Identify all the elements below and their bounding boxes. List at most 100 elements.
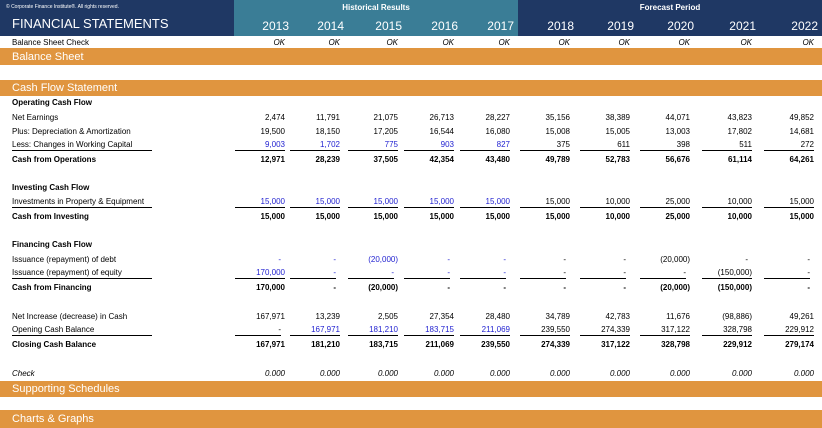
cell-value[interactable]: 15,000: [545, 211, 570, 221]
cell-value[interactable]: 239,550: [520, 324, 570, 336]
cell-value[interactable]: -: [563, 282, 566, 292]
cell-value[interactable]: 511: [702, 139, 752, 151]
cell-value[interactable]: (20,000): [660, 282, 690, 292]
cell-value[interactable]: 12,971: [260, 154, 285, 164]
cell-value[interactable]: 229,912: [723, 339, 752, 349]
cell-value[interactable]: 21,075: [373, 112, 398, 122]
cell-value[interactable]: 42,783: [605, 311, 630, 321]
cell-value[interactable]: 25,000: [640, 196, 690, 208]
cell-value[interactable]: 15,000: [348, 196, 398, 208]
cell-value[interactable]: 317,122: [601, 339, 630, 349]
cell-value[interactable]: 49,852: [789, 112, 814, 122]
cell-value[interactable]: 17,802: [727, 126, 752, 136]
cell-value[interactable]: 167,971: [290, 324, 340, 336]
cell-value[interactable]: 239,550: [481, 339, 510, 349]
cell-value[interactable]: -: [807, 254, 810, 264]
cell-value[interactable]: 211,069: [425, 339, 454, 349]
cell-value[interactable]: 15,000: [373, 211, 398, 221]
cell-value[interactable]: -: [278, 254, 281, 264]
cell-value[interactable]: 15,000: [429, 211, 454, 221]
cell-value[interactable]: -: [520, 267, 566, 279]
cell-value[interactable]: -: [447, 282, 450, 292]
cell-value[interactable]: 49,261: [789, 311, 814, 321]
cell-value[interactable]: 0.000: [609, 368, 630, 378]
cell-value[interactable]: 13,003: [665, 126, 690, 136]
cell-value[interactable]: 44,071: [665, 112, 690, 122]
cell-value[interactable]: -: [745, 254, 748, 264]
cell-value[interactable]: 15,000: [460, 196, 510, 208]
cell-value[interactable]: 0.000: [669, 368, 690, 378]
cell-value[interactable]: 15,000: [235, 196, 285, 208]
cell-value[interactable]: 15,000: [315, 211, 340, 221]
cell-value[interactable]: 183,715: [369, 339, 398, 349]
cell-value[interactable]: 11,676: [666, 311, 690, 321]
section-supporting-schedules[interactable]: Supporting Schedules: [0, 381, 822, 397]
cell-value[interactable]: 0.000: [549, 368, 570, 378]
cell-value[interactable]: -: [333, 254, 336, 264]
cell-value[interactable]: 28,480: [485, 311, 510, 321]
cell-value[interactable]: 272: [764, 139, 814, 151]
cell-value[interactable]: 27,354: [429, 311, 454, 321]
cell-value[interactable]: (20,000): [368, 282, 398, 292]
cell-value[interactable]: -: [447, 254, 450, 264]
cell-value[interactable]: -: [503, 254, 506, 264]
cell-value[interactable]: 13,239: [315, 311, 340, 321]
cell-value[interactable]: -: [404, 267, 450, 279]
cell-value[interactable]: 279,174: [785, 339, 814, 349]
cell-value[interactable]: 0.000: [377, 368, 398, 378]
cell-value[interactable]: 19,500: [260, 126, 285, 136]
cell-value[interactable]: 0.000: [433, 368, 454, 378]
cell-value[interactable]: -: [290, 267, 336, 279]
cell-value[interactable]: 0.000: [793, 368, 814, 378]
cell-value[interactable]: (150,000): [702, 267, 752, 279]
cell-value[interactable]: 611: [580, 139, 630, 151]
cell-value[interactable]: 1,702: [290, 139, 340, 151]
cell-value[interactable]: 0.000: [264, 368, 285, 378]
cell-value[interactable]: (150,000): [717, 282, 752, 292]
cell-value[interactable]: 170,000: [256, 282, 285, 292]
cell-value[interactable]: 37,505: [373, 154, 398, 164]
cell-value[interactable]: 26,713: [429, 112, 454, 122]
cell-value[interactable]: 827: [460, 139, 510, 151]
cell-value[interactable]: -: [333, 282, 336, 292]
cell-value[interactable]: 15,000: [764, 196, 814, 208]
cell-value[interactable]: 35,156: [545, 112, 570, 122]
cell-value[interactable]: -: [623, 254, 626, 264]
cell-value[interactable]: 16,080: [485, 126, 510, 136]
cell-value[interactable]: -: [807, 282, 810, 292]
cell-value[interactable]: (20,000): [660, 254, 690, 264]
cell-value[interactable]: 38,389: [605, 112, 630, 122]
cell-value[interactable]: 328,798: [702, 324, 752, 336]
cell-value[interactable]: 15,000: [520, 196, 570, 208]
cell-value[interactable]: 211,069: [460, 324, 510, 336]
cell-value[interactable]: 15,000: [485, 211, 510, 221]
cell-value[interactable]: 28,227: [485, 112, 510, 122]
cell-value[interactable]: 15,000: [404, 196, 454, 208]
cell-value[interactable]: 2,505: [377, 311, 398, 321]
cell-value[interactable]: -: [563, 254, 566, 264]
cell-value[interactable]: 11,791: [316, 112, 340, 122]
cell-value[interactable]: 328,798: [661, 339, 690, 349]
cell-value[interactable]: -: [460, 267, 506, 279]
cell-value[interactable]: 2,474: [264, 112, 285, 122]
cell-value[interactable]: 15,008: [545, 126, 570, 136]
cell-value[interactable]: -: [764, 267, 810, 279]
cell-value[interactable]: 15,000: [789, 211, 814, 221]
cell-value[interactable]: -: [623, 282, 626, 292]
cell-value[interactable]: 181,210: [311, 339, 340, 349]
cell-value[interactable]: 42,354: [429, 154, 454, 164]
section-charts-graphs[interactable]: Charts & Graphs: [0, 410, 822, 428]
cell-value[interactable]: 274,339: [541, 339, 570, 349]
cell-value[interactable]: 64,261: [789, 154, 814, 164]
cell-value[interactable]: -: [580, 267, 626, 279]
cell-value[interactable]: 34,789: [545, 311, 570, 321]
cell-value[interactable]: 183,715: [404, 324, 454, 336]
cell-value[interactable]: 274,339: [580, 324, 630, 336]
cell-value[interactable]: 775: [348, 139, 398, 151]
cell-value[interactable]: 16,544: [429, 126, 454, 136]
cell-value[interactable]: 43,823: [727, 112, 752, 122]
cell-value[interactable]: 0.000: [489, 368, 510, 378]
cell-value[interactable]: 0.000: [731, 368, 752, 378]
cell-value[interactable]: 14,681: [789, 126, 814, 136]
cell-value[interactable]: 10,000: [702, 196, 752, 208]
